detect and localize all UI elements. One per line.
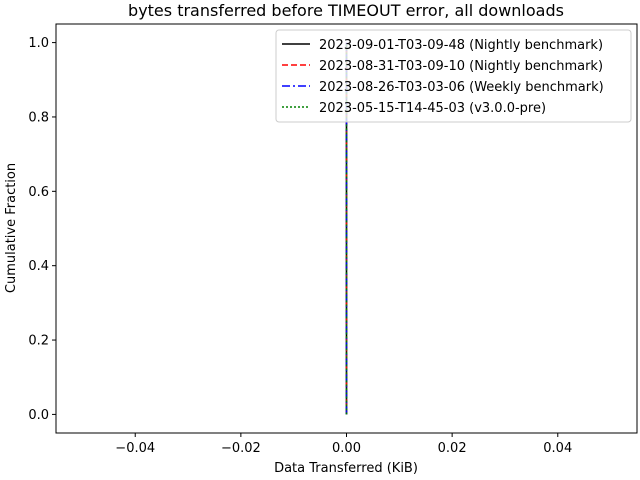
legend: 2023-09-01-T03-09-48 (Nightly benchmark)… (275, 29, 632, 123)
chart-title: bytes transferred before TIMEOUT error, … (128, 1, 564, 20)
x-tick-label: 0.02 (438, 441, 467, 456)
y-tick-label: 0.8 (28, 110, 49, 125)
x-tick-label: 0.00 (332, 441, 361, 456)
y-tick-label: 0.4 (28, 259, 49, 274)
y-tick-label: 0.2 (28, 334, 49, 349)
y-axis-ticks: 0.0 0.2 0.4 0.6 0.8 1.0 (28, 36, 56, 423)
x-tick-label: −0.02 (221, 441, 261, 456)
legend-label-3: 2023-08-26-T03-03-06 (Weekly benchmark) (319, 80, 604, 95)
x-tick-label: −0.04 (115, 441, 155, 456)
legend-label-1: 2023-09-01-T03-09-48 (Nightly benchmark) (319, 38, 603, 53)
y-tick-label: 0.0 (28, 408, 49, 423)
legend-label-2: 2023-08-31-T03-09-10 (Nightly benchmark) (319, 59, 603, 74)
x-axis-ticks: −0.04 −0.02 0.00 0.02 0.04 (115, 433, 572, 456)
legend-box (275, 29, 632, 123)
y-tick-label: 1.0 (28, 36, 49, 51)
x-tick-label: 0.04 (543, 441, 572, 456)
legend-label-4: 2023-05-15-T14-45-03 (v3.0.0-pre) (319, 101, 546, 116)
y-tick-label: 0.6 (28, 185, 49, 200)
x-axis-label: Data Transferred (KiB) (274, 461, 418, 476)
y-axis-label: Cumulative Fraction (4, 163, 19, 293)
